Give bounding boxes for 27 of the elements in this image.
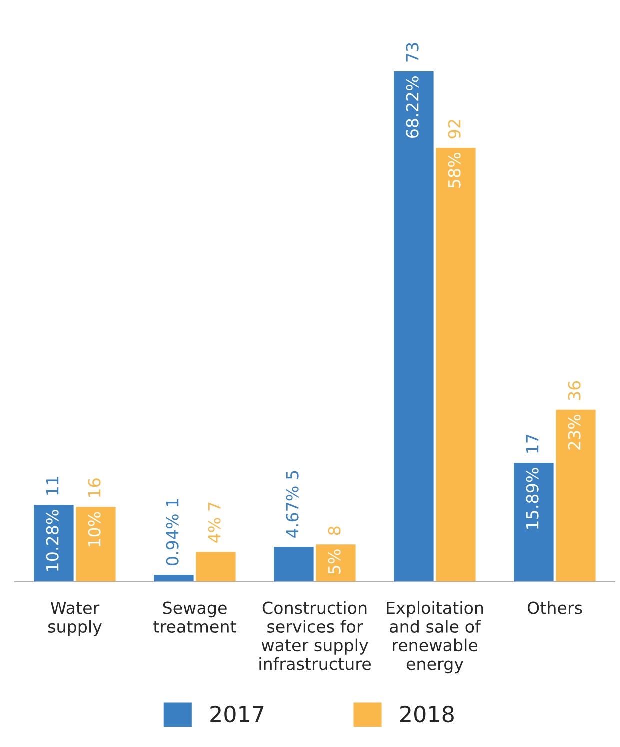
data-label: 4.67% 5 (286, 471, 299, 538)
data-label: 10% 16 (88, 478, 101, 547)
data-label: 15.89% 17 (526, 434, 539, 529)
bar (34, 505, 74, 582)
data-label: 23% 36 (568, 381, 581, 450)
bar (316, 544, 356, 582)
bar (436, 148, 476, 582)
bar (76, 507, 116, 582)
bar (196, 552, 236, 582)
bar (394, 71, 434, 582)
bar (154, 574, 194, 582)
legend-label: 2018 (400, 706, 454, 723)
data-label: 4% 7 (208, 502, 221, 543)
data-label: 68.22% 73 (406, 43, 419, 138)
x-tick-label: Others (528, 601, 582, 614)
bar (556, 410, 596, 582)
bar (514, 463, 554, 582)
data-label: 0.94% 1 (166, 499, 179, 566)
x-tick-label: Sewage treatment (154, 602, 236, 634)
x-tick-label: Exploitation and sale of renewable energy (387, 601, 484, 674)
bar (274, 547, 314, 582)
data-label: 58% 92 (448, 120, 461, 188)
legend-label: 2017 (210, 706, 264, 723)
x-tick-label: Construction services for water supply infrastructure (260, 601, 371, 670)
data-label: 10.28% 11 (46, 477, 59, 571)
x-tick-label: Water supply (48, 602, 102, 636)
data-label: 5% 8 (328, 526, 341, 574)
